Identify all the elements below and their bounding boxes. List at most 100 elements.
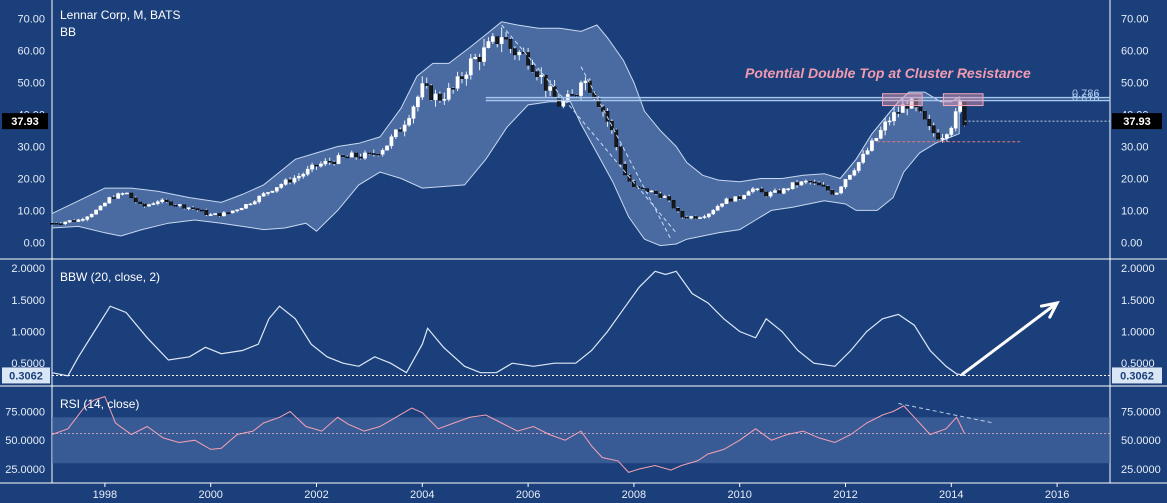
rsi-y-tick-right: 75.0000	[1121, 407, 1161, 419]
candle	[451, 87, 456, 90]
y-tick-label-left: 10.00	[17, 205, 45, 217]
y-tick-label-left: 30.00	[17, 141, 45, 153]
candle	[89, 213, 94, 218]
candle	[662, 196, 667, 198]
candle	[808, 180, 813, 183]
candle	[257, 195, 262, 202]
candle	[107, 197, 112, 204]
y-tick-label-right: 10.00	[1121, 205, 1149, 217]
candle	[684, 216, 689, 219]
candle	[103, 202, 107, 207]
y-tick-label-right: 60.00	[1121, 46, 1149, 58]
candle	[870, 140, 874, 151]
candle	[645, 188, 649, 192]
candle	[614, 129, 619, 148]
candle	[905, 104, 910, 109]
candle	[667, 196, 672, 201]
annotation-text: Potential Double Top at Cluster Resistan…	[745, 65, 1031, 81]
candle	[579, 82, 583, 96]
candle	[200, 209, 204, 212]
candle	[398, 129, 403, 132]
candle	[72, 220, 76, 222]
candle	[561, 100, 566, 107]
candle	[424, 83, 429, 86]
candle	[477, 57, 482, 62]
candle	[394, 129, 398, 138]
candle	[812, 181, 817, 184]
y-tick-label-right: 0.00	[1121, 237, 1142, 249]
rsi-trendline	[898, 402, 994, 424]
candle	[852, 170, 857, 176]
candle	[601, 106, 605, 112]
bollinger-band	[51, 21, 960, 247]
candle	[958, 101, 962, 112]
candle	[195, 208, 200, 211]
x-tick-label: 1998	[93, 489, 117, 501]
candle	[310, 164, 314, 170]
candle	[358, 156, 363, 159]
candle	[442, 99, 447, 101]
candle	[892, 112, 896, 122]
candle	[759, 188, 764, 193]
candle	[927, 119, 932, 126]
candle	[446, 87, 451, 100]
candle	[208, 214, 213, 216]
y-tick-label-left: 70.00	[17, 14, 45, 26]
candle	[226, 212, 231, 214]
y-tick-label-right: 50.00	[1121, 78, 1149, 90]
candle	[468, 58, 473, 76]
candle	[354, 152, 359, 158]
y-tick-label-right: 30.00	[1121, 141, 1149, 153]
bbw-last-value-right: 0.3062	[1120, 370, 1154, 382]
last-price-value-right: 37.93	[1123, 116, 1151, 128]
candle	[923, 110, 927, 120]
bbw-arrow-shaft	[960, 301, 1059, 376]
candle	[746, 191, 751, 196]
candle	[230, 210, 235, 214]
candle	[54, 223, 59, 225]
candle	[367, 152, 372, 155]
rsi-y-tick-right: 50.0000	[1121, 435, 1161, 447]
bbw-y-tick-right: 2.0000	[1121, 263, 1155, 275]
bbw-y-tick-left: 1.0000	[11, 327, 45, 339]
candle	[58, 223, 63, 225]
candle	[543, 74, 548, 91]
candle	[473, 57, 478, 59]
candle	[380, 149, 385, 155]
y-tick-label-right: 20.00	[1121, 173, 1149, 185]
x-tick-label: 2016	[1045, 489, 1069, 501]
candle	[839, 186, 843, 194]
fib-label-0: 0.786	[1072, 88, 1100, 100]
y-tick-label-left: 0.00	[24, 237, 45, 249]
candle	[411, 106, 416, 119]
candle	[552, 86, 557, 98]
bbw-last-value-left: 0.3062	[9, 370, 43, 382]
candle	[142, 203, 147, 207]
candle	[953, 111, 958, 129]
candle	[297, 176, 301, 179]
candle	[702, 216, 707, 218]
candle	[147, 204, 151, 207]
candle	[402, 124, 407, 132]
candle	[63, 221, 68, 225]
last-price-tag-right	[1112, 113, 1162, 130]
x-tick-label: 2000	[198, 489, 222, 501]
fib-label-1: 0.618	[1072, 92, 1100, 104]
candle	[773, 190, 777, 193]
candle	[292, 177, 297, 183]
bbw-y-tick-right: 1.5000	[1121, 295, 1155, 307]
resistance-box	[942, 93, 984, 107]
candle	[627, 174, 632, 182]
candle	[138, 201, 143, 205]
candle	[764, 191, 768, 197]
candle	[504, 37, 508, 40]
candle	[81, 219, 85, 221]
candle	[345, 156, 350, 159]
candle	[706, 213, 711, 217]
candle	[169, 201, 173, 206]
candle	[751, 188, 755, 192]
candle	[283, 179, 288, 185]
candle	[336, 155, 341, 164]
